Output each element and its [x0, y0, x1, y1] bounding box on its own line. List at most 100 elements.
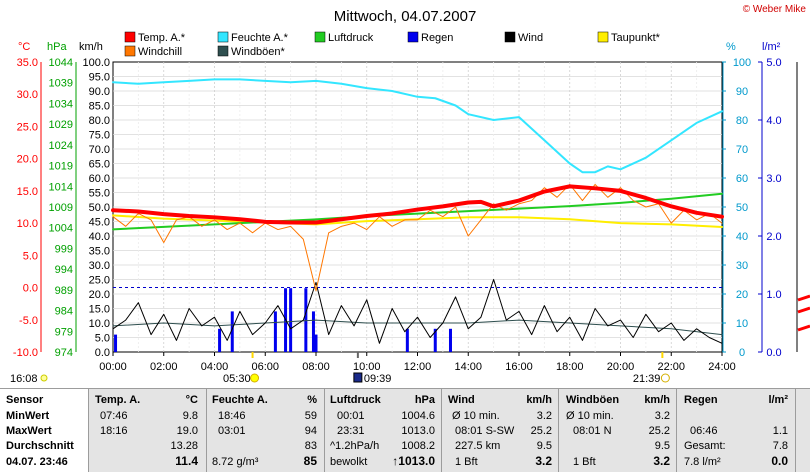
legend-swatch-0 [124, 31, 136, 43]
boeen-avg10-value: 3.2 [654, 410, 670, 422]
weather-chart: Mittwoch, 04.07.2007 © Weber Mike Temp. A.… [10, 4, 810, 385]
kmh-tick-label: 40.0 [89, 231, 110, 243]
chart-title: Mittwoch, 04.07.2007 [334, 8, 477, 25]
x-tick-label: 12:00 [404, 361, 432, 373]
wind-unit: km/h [526, 394, 552, 406]
rain-tick-label: 3.0 [766, 173, 781, 185]
temp-tick-label: -10.0 [13, 347, 38, 359]
feuchte-min-time: 18:46 [218, 410, 246, 422]
kmh-tick-label: 30.0 [89, 260, 110, 272]
legend-label-1: Feuchte A.* [231, 32, 289, 44]
x-tick-label: 20:00 [607, 361, 635, 373]
kmh-tick-label: 35.0 [89, 246, 110, 258]
rain-tick-label: 4.0 [766, 115, 781, 127]
kmh-tick-label: 45.0 [89, 217, 110, 229]
kmh-tick-label: 80.0 [89, 115, 110, 127]
hpa-tick-label: 994 [55, 264, 73, 276]
x-tick-label: 00:00 [99, 361, 127, 373]
regen-header: Regen [684, 394, 718, 406]
hpa-tick-label: 1014 [49, 181, 73, 193]
temp-tick-label: 35.0 [17, 57, 38, 69]
sunset-icon [660, 373, 670, 383]
wind-header: Wind [448, 394, 475, 406]
boeen-current-value: 3.2 [653, 454, 670, 468]
rain-bar [311, 311, 315, 352]
kmh-tick-label: 70.0 [89, 144, 110, 156]
legend-swatch-5 [597, 31, 609, 43]
feuchte-max-time: 03:01 [218, 425, 246, 437]
boeen-bft: 1 Bft [573, 456, 596, 468]
hpa-tick-label: 974 [55, 347, 73, 359]
rain-bar [314, 334, 318, 352]
legend-swatch-1 [217, 31, 229, 43]
sunrise-label: 05:30 [223, 373, 251, 385]
pct-tick-label: 60 [736, 173, 748, 185]
luftdruck-current-value: ↑1013.0 [392, 454, 435, 468]
luftdruck-avg-value: 1008.2 [401, 440, 435, 452]
pct-tick-label: 20 [736, 289, 748, 301]
boeen-max-time: 08:01 N [573, 425, 612, 437]
x-tick-label: 16:00 [505, 361, 533, 373]
sensor-column-bg [0, 389, 88, 472]
hpa-tick-label: 1044 [49, 57, 73, 69]
hpa-tick-label: 989 [55, 285, 73, 297]
legend-label-3: Regen [421, 32, 453, 44]
luftdruck-min-time: 00:01 [337, 410, 365, 422]
rain-bar [448, 328, 452, 352]
boeen-unit: km/h [644, 394, 670, 406]
luftdruck-forecast: bewolkt [330, 456, 368, 468]
x-tick-label: 10:00 [353, 361, 381, 373]
wind-current-value: 3.2 [535, 454, 552, 468]
windchill-series-line [112, 183, 723, 292]
legend-swatch-3 [407, 31, 419, 43]
temperature-series-line [111, 184, 724, 225]
temp-max-value: 19.0 [176, 425, 198, 437]
feuchte-unit: % [307, 394, 317, 406]
hpa-tick-label: 984 [55, 306, 73, 318]
hpa-tick-label: 1004 [49, 223, 73, 235]
temp-current-value: 11.4 [175, 454, 198, 468]
hpa-tick-label: 1029 [49, 119, 73, 131]
maxwert-label: MaxWert [6, 425, 52, 437]
legend-label-6: Windchill [138, 46, 182, 58]
rain-bar [230, 311, 234, 352]
hpa-tick-label: 1039 [49, 78, 73, 90]
regen-sum-value: 7.8 l/m² [684, 456, 721, 468]
luftdruck-max-value: 1013.0 [401, 425, 435, 437]
legend-swatch-7 [217, 45, 229, 57]
sensor-header: Sensor [6, 394, 44, 406]
moonset-icon [40, 374, 48, 382]
rain-tick-label: 1.0 [766, 289, 781, 301]
legend-label-5: Taupunkt* [611, 32, 661, 44]
moonrise-icon [353, 372, 363, 383]
humidity-series-line [112, 78, 723, 174]
wind-avg10-value: 3.2 [536, 410, 552, 422]
wind-series-line [112, 279, 723, 344]
rain-bar [273, 311, 277, 352]
kmh-unit-label: km/h [79, 41, 103, 53]
boeen-max-value: 25.2 [648, 425, 670, 437]
kmh-tick-label: 15.0 [89, 304, 110, 316]
hpa-tick-label: 999 [55, 243, 73, 255]
x-tick-label: 08:00 [302, 361, 330, 373]
temp-tick-label: 30.0 [17, 89, 38, 101]
hpa-tick-label: 979 [55, 326, 73, 338]
regen-current-value: 0.0 [771, 454, 788, 468]
rain-bar [405, 328, 409, 352]
kmh-tick-label: 20.0 [89, 289, 110, 301]
rain-bar [218, 328, 222, 352]
rain-tick-label: 5.0 [766, 57, 781, 69]
kmh-tick-label: 90.0 [89, 86, 110, 98]
boeen-avg-value: 9.5 [654, 440, 670, 452]
regen-unit: l/m² [768, 394, 788, 406]
legend-swatch-6 [124, 45, 136, 57]
kmh-tick-label: 85.0 [89, 101, 110, 113]
luftdruck-max-time: 23:31 [337, 425, 365, 437]
rain-bar [304, 288, 308, 352]
kmh-tick-label: 25.0 [89, 275, 110, 287]
boeen-header: Windböen [566, 394, 620, 406]
pct-tick-label: 0 [739, 347, 745, 359]
x-tick-label: 22:00 [657, 361, 685, 373]
legend-label-2: Luftdruck [328, 32, 374, 44]
legend-swatch-2 [314, 31, 326, 43]
